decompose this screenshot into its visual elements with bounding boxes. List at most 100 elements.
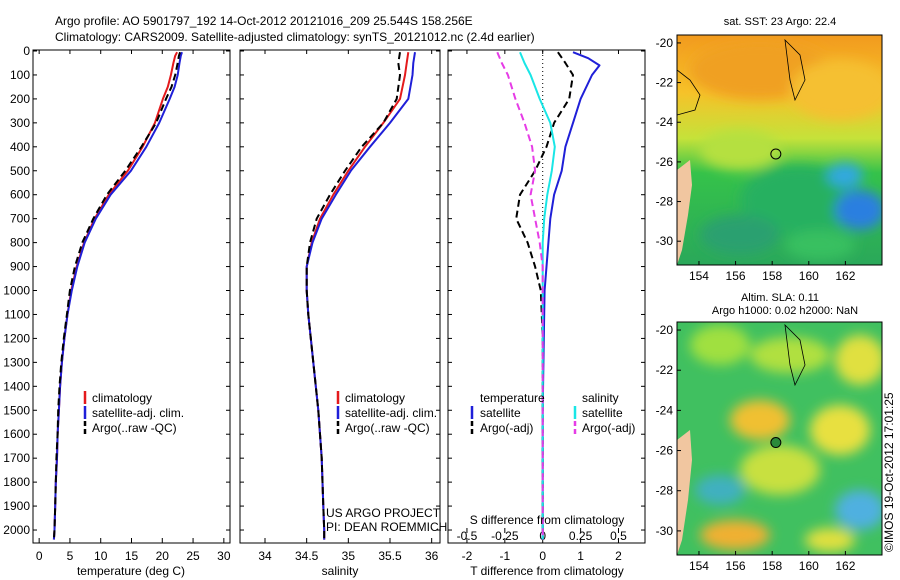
temperature-xlabel: temperature (deg C) <box>77 564 185 578</box>
difference-legend: temperature salinity satellite Argo(-adj… <box>470 391 635 435</box>
x-tick-label: 15 <box>125 549 139 563</box>
x-tick-label: 1 <box>577 549 584 563</box>
y-tick-label: 600 <box>10 188 30 202</box>
difference-axes-box <box>447 49 646 544</box>
y-tick-label: 1900 <box>3 499 30 513</box>
map-y-tick-label: -30 <box>656 234 674 248</box>
difference-panel: -2 -1 0 1 2 -0.5 -0.25 0 0.25 0.5 S difference f… <box>447 49 646 578</box>
y-tick-label: 1000 <box>3 284 30 298</box>
legend-label-satellite: satellite-adj. clim. <box>92 406 184 420</box>
t-difference-x-axis: -2 -1 0 1 2 <box>462 50 622 563</box>
map-y-tick-label: -30 <box>656 524 674 538</box>
legend-label-s-argo: Argo(-adj) <box>582 421 635 435</box>
y-tick-label: 1800 <box>3 475 30 489</box>
map-y-tick-label: -24 <box>656 115 674 129</box>
imos-stamp: ©IMOS 19-Oct-2012 17:01:25 <box>882 392 896 552</box>
sst-map-argo-marker <box>770 148 782 160</box>
map-y-tick-label: -24 <box>656 403 674 417</box>
series-line <box>541 51 601 540</box>
salinity-panel: 34 34.5 35 35.5 36 salinity climatology sate… <box>239 49 447 578</box>
map-x-tick-label: 158 <box>762 269 782 283</box>
x-tick-label: 0 <box>36 549 43 563</box>
series-line <box>515 51 574 540</box>
s-tick-label: 0.25 <box>569 529 593 543</box>
sst-map: sat. SST: 23 Argo: 22.4 154 156 158 160 162 -… <box>656 16 883 283</box>
sla-map-reef-outline <box>784 323 806 387</box>
header-line1: Argo profile: AO 5901797_192 14-Oct-2012… <box>55 14 473 28</box>
y-tick-label: 1100 <box>4 307 30 321</box>
legend-label-t-satellite: satellite <box>480 406 521 420</box>
x-tick-label: 20 <box>156 549 170 563</box>
y-tick-label: 700 <box>10 212 30 226</box>
project-annotation-line2: PI: DEAN ROEMMICH <box>326 520 447 534</box>
y-tick-label: 500 <box>10 164 30 178</box>
header-line2: Climatology: CARS2009. Satellite-adjuste… <box>55 30 535 44</box>
x-tick-label: 25 <box>186 549 200 563</box>
x-tick-label: -1 <box>499 549 510 563</box>
legend-label-climatology: climatology <box>92 391 152 405</box>
difference-y-ticks <box>448 50 645 531</box>
temperature-axes-box <box>32 49 231 544</box>
sla-map-ticks: 154 156 158 160 162 -20 -22 -24 -26 -28 -30 <box>656 323 856 573</box>
x-tick-label: 36 <box>425 549 439 563</box>
sst-map-title: sat. SST: 23 Argo: 22.4 <box>724 16 837 28</box>
map-y-tick-label: -20 <box>656 323 674 337</box>
s-tick-label: 0.5 <box>610 529 627 543</box>
x-tick-label: 2 <box>615 549 622 563</box>
map-x-tick-label: 160 <box>799 559 819 573</box>
map-x-tick-label: 158 <box>762 559 782 573</box>
legend-label-satellite: satellite-adj. clim. <box>345 406 437 420</box>
difference-series <box>496 51 601 540</box>
salinity-axes-box <box>239 49 441 544</box>
sla-map-title: Altim. SLA: 0.11 <box>741 292 819 304</box>
y-tick-label: 200 <box>10 92 30 106</box>
x-tick-label: 34 <box>258 549 272 563</box>
map-x-tick-label: 154 <box>689 559 709 573</box>
t-difference-xlabel: T difference from climatology <box>470 564 624 578</box>
sla-map: Altim. SLA: 0.11 Argo h1000: 0.02 h2000:… <box>656 292 883 573</box>
temperature-x-axis: 0 5 10 15 20 25 30 <box>36 50 231 563</box>
map-x-tick-label: 156 <box>726 269 746 283</box>
salinity-legend: climatology satellite-adj. clim. Argo(..… <box>336 391 437 435</box>
series-line <box>519 51 556 540</box>
series-line <box>496 51 544 540</box>
x-tick-label: 34.5 <box>295 549 319 563</box>
salinity-series <box>305 52 416 540</box>
y-tick-label: 1200 <box>3 331 30 345</box>
map-x-tick-label: 162 <box>835 269 855 283</box>
series-line <box>305 52 401 540</box>
map-y-tick-label: -22 <box>656 76 674 90</box>
salinity-x-axis: 34 34.5 35 35.5 36 <box>258 50 439 563</box>
legend-label-s-satellite: satellite <box>582 406 623 420</box>
sst-map-coast <box>677 160 692 265</box>
y-tick-label: 2000 <box>3 523 30 537</box>
salinity-xlabel: salinity <box>322 564 359 578</box>
sst-field <box>677 35 882 265</box>
sst-map-ticks: 154 156 158 160 162 -20 -22 -24 -26 -28 -30 <box>656 36 856 283</box>
x-tick-label: 5 <box>67 549 74 563</box>
y-tick-label: 1600 <box>3 427 30 441</box>
temperature-legend: climatology satellite-adj. clim. Argo(..… <box>83 391 184 435</box>
x-tick-label: 0 <box>539 549 546 563</box>
y-tick-label: 1700 <box>3 451 30 465</box>
map-y-tick-label: -28 <box>656 484 674 498</box>
project-annotation-line1: US ARGO PROJECT <box>326 506 441 520</box>
map-x-tick-label: 160 <box>799 269 819 283</box>
map-y-tick-label: -28 <box>656 195 674 209</box>
series-line <box>52 51 182 540</box>
x-tick-label: 35 <box>342 549 356 563</box>
sst-map-contour <box>677 69 701 116</box>
y-tick-label: 100 <box>10 68 30 82</box>
sla-map-subtitle: Argo h1000: 0.02 h2000: NaN <box>712 305 858 317</box>
x-tick-label: 35.5 <box>378 549 402 563</box>
legend-label-t-argo: Argo(-adj) <box>480 421 533 435</box>
sla-map-argo-marker <box>770 437 782 449</box>
y-tick-label: 0 <box>23 44 30 58</box>
map-y-tick-label: -26 <box>656 155 674 169</box>
x-tick-label: 10 <box>94 549 108 563</box>
salinity-y-ticks <box>240 50 440 531</box>
legend-label-argo: Argo(..raw -QC) <box>345 421 430 435</box>
sst-map-frame <box>676 34 883 266</box>
legend-title-salinity: salinity <box>582 391 619 405</box>
